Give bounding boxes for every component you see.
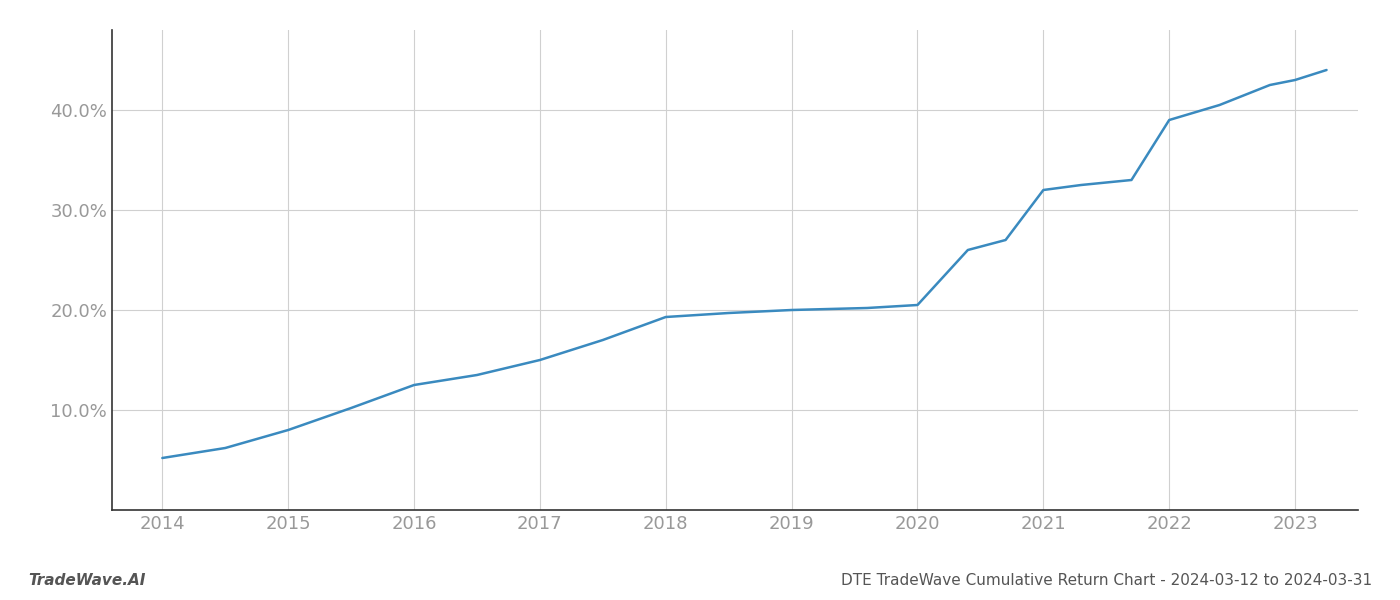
Text: TradeWave.AI: TradeWave.AI — [28, 573, 146, 588]
Text: DTE TradeWave Cumulative Return Chart - 2024-03-12 to 2024-03-31: DTE TradeWave Cumulative Return Chart - … — [841, 573, 1372, 588]
